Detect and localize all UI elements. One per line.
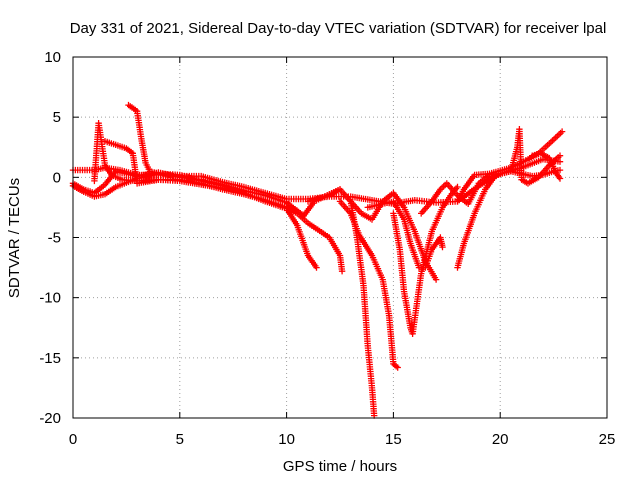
series-markers: [336, 198, 401, 371]
x-tick-label: 5: [176, 431, 184, 448]
series-markers: [529, 150, 564, 182]
x-tick-label: 0: [69, 431, 77, 448]
x-tick-label: 10: [278, 431, 295, 448]
y-tick-label: -15: [39, 350, 61, 367]
x-axis-title: GPS time / hours: [283, 458, 397, 475]
y-axis-title: SDTVAR / TECUs: [6, 178, 23, 298]
y-tick-label: 10: [44, 49, 61, 66]
series-trace-5: [101, 138, 248, 195]
series-trace-8: [336, 198, 401, 371]
series-trace-11: [390, 183, 461, 337]
chart-title: Day 331 of 2021, Sidereal Day-to-day VTE…: [70, 20, 607, 37]
series-trace-15: [507, 126, 564, 187]
series-markers: [101, 138, 248, 195]
y-tick-label: 5: [53, 109, 61, 126]
y-tick-label: 0: [53, 169, 61, 186]
axis-ticks: 0 5 10 15 20 25 -20 -15 -10 -5 0 5 10: [39, 49, 615, 448]
plot-frame: [72, 56, 608, 419]
series-trace-7: [304, 186, 378, 419]
y-tick-label: -5: [48, 230, 61, 247]
data-points: [69, 101, 566, 419]
y-tick-label: -20: [39, 410, 61, 427]
y-tick-label: -10: [39, 290, 61, 307]
series-trace-16: [529, 150, 564, 182]
series-trace-6: [125, 101, 162, 177]
series-markers: [507, 126, 564, 187]
series-markers: [304, 186, 378, 419]
x-tick-label: 20: [492, 431, 509, 448]
grid: [73, 57, 607, 418]
series-markers: [390, 183, 461, 337]
x-tick-label: 25: [599, 431, 616, 448]
x-tick-label: 15: [385, 431, 402, 448]
series-markers: [125, 101, 162, 177]
